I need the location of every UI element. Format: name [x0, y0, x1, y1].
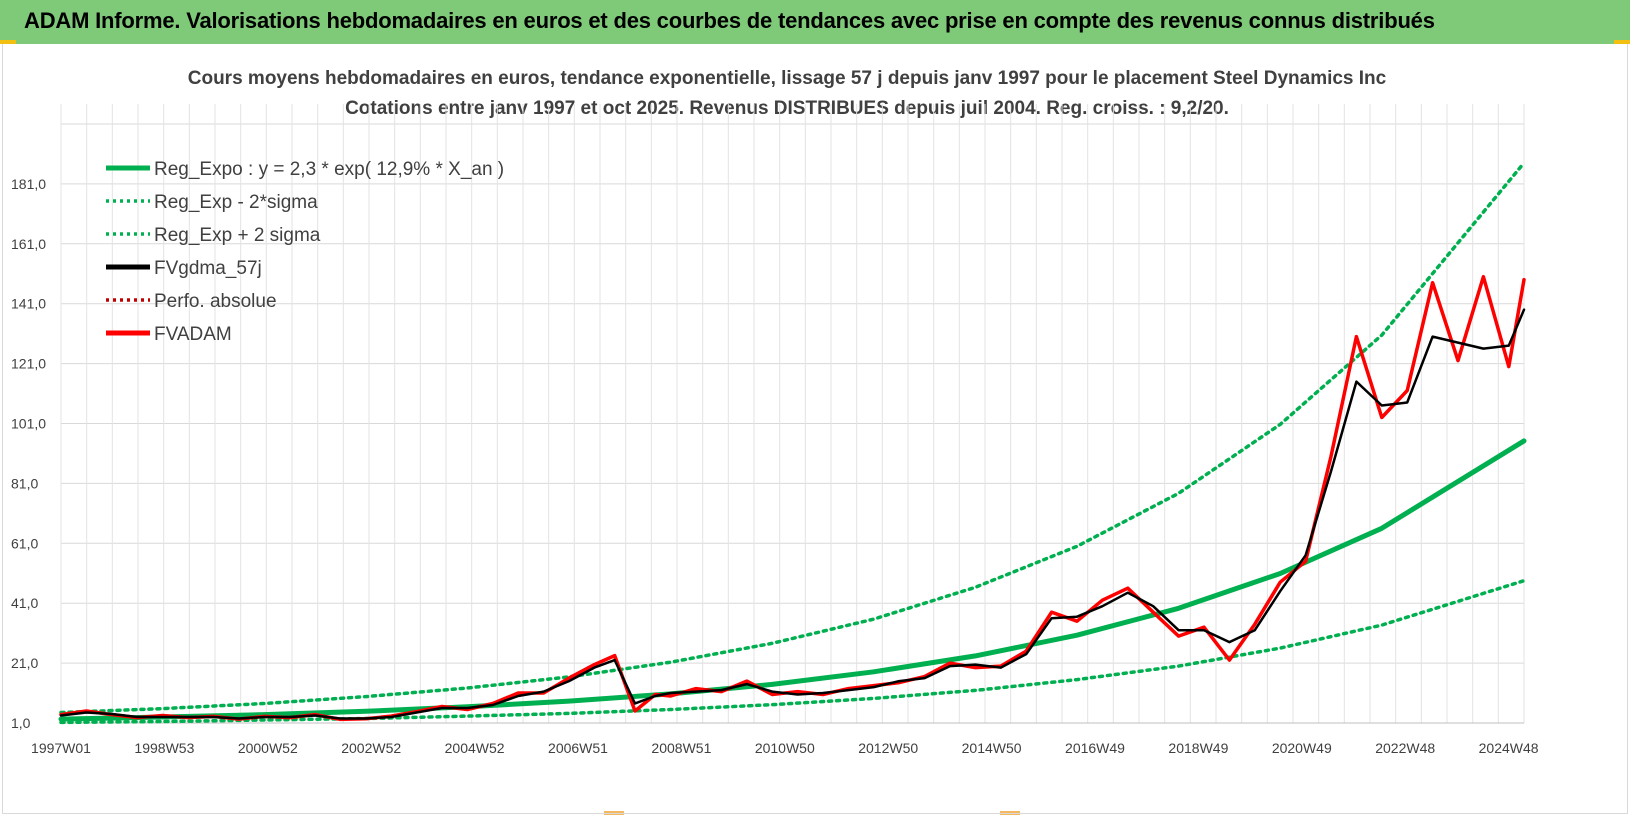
legend-label: FVgdma_57j	[154, 258, 262, 279]
chart-subtitle: Cotations entre janv 1997 et oct 2025. R…	[345, 98, 1229, 119]
x-tick-label: 2024W48	[1479, 740, 1539, 756]
chart-frame: Cours moyens hebdomadaires en euros, ten…	[2, 44, 1628, 814]
legend-label: Reg_Exp + 2 sigma	[154, 225, 321, 246]
x-tick-label: 1997W01	[31, 740, 91, 756]
y-tick-label: 181,0	[11, 176, 46, 192]
x-tick-label: 2012W50	[858, 740, 918, 756]
x-tick-label: 2010W50	[755, 740, 815, 756]
x-tick-label: 2004W52	[445, 740, 505, 756]
y-axis: 1,0 21,0 41,0 61,0 81,0 101,0 121,0 141,0 161,0 1…	[11, 176, 46, 731]
y-tick-label: 61,0	[11, 535, 38, 551]
x-tick-label: 2006W51	[548, 740, 608, 756]
legend-label: Reg_Expo : y = 2,3 * exp( 12,9% * X_an )	[154, 159, 504, 180]
series-reg-exp-minus-2sigma	[59, 578, 1526, 725]
y-tick-label: 1,0	[11, 715, 31, 731]
legend: Reg_Expo : y = 2,3 * exp( 12,9% * X_an )…	[106, 159, 504, 345]
y-tick-label: 101,0	[11, 416, 46, 432]
series-fvadam	[59, 274, 1526, 722]
corner-mark-right	[1614, 40, 1630, 44]
legend-label: Perfo. absolue	[154, 291, 277, 312]
y-tick-label: 41,0	[11, 595, 38, 611]
x-tick-label: 2002W52	[341, 740, 401, 756]
series-reg-expo	[58, 438, 1527, 722]
x-axis: 1997W01 1998W53 2000W52 2002W52 2004W52 2006W…	[31, 740, 1539, 756]
corner-mark-left	[0, 40, 16, 44]
legend-label: FVADAM	[154, 324, 232, 345]
banner-title: ADAM Informe. Valorisations hebdomadaire…	[24, 8, 1435, 33]
x-tick-label: 2016W49	[1065, 740, 1125, 756]
x-tick-label: 2022W48	[1375, 740, 1435, 756]
grid-lines	[60, 104, 1525, 724]
y-tick-label: 21,0	[11, 655, 38, 671]
x-tick-label: 2000W52	[238, 740, 298, 756]
y-tick-label: 161,0	[11, 236, 46, 252]
series-fvgdma-57j	[59, 308, 1526, 720]
series-group	[58, 161, 1527, 725]
x-tick-label: 2008W51	[651, 740, 711, 756]
x-tick-label: 2020W49	[1272, 740, 1332, 756]
chart-title: Cours moyens hebdomadaires en euros, ten…	[188, 68, 1387, 89]
x-tick-label: 2014W50	[962, 740, 1022, 756]
header-banner: ADAM Informe. Valorisations hebdomadaire…	[0, 0, 1630, 44]
x-tick-label: 2018W49	[1168, 740, 1228, 756]
series-reg-exp-plus-2sigma	[59, 161, 1526, 715]
y-tick-label: 121,0	[11, 356, 46, 372]
chart-svg: Cours moyens hebdomadaires en euros, ten…	[11, 68, 1539, 756]
y-tick-label: 141,0	[11, 296, 46, 312]
y-tick-label: 81,0	[11, 475, 38, 491]
x-tick-label: 1998W53	[134, 740, 194, 756]
legend-label: Reg_Exp - 2*sigma	[154, 192, 318, 213]
